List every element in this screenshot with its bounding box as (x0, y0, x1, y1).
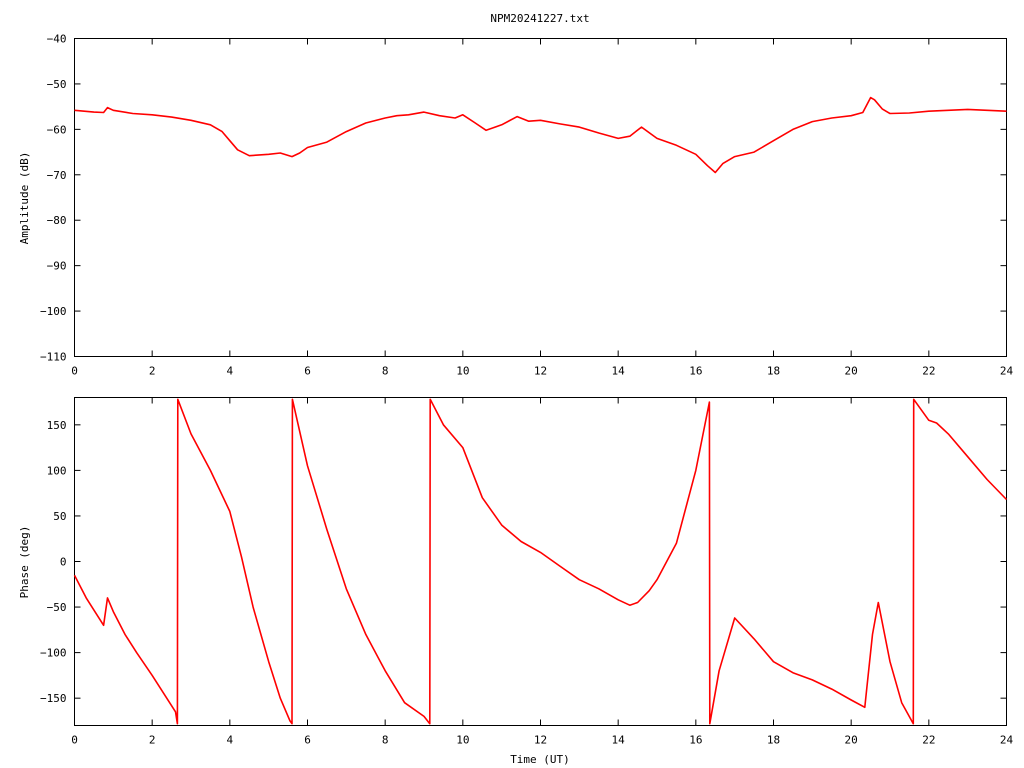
phase-x-tick-label: 22 (922, 734, 935, 747)
chart-title: NPM20241227.txt (490, 12, 589, 25)
amplitude-y-tick-label: −90 (47, 260, 67, 273)
phase-x-tick-label: 10 (456, 734, 469, 747)
amplitude-x-tick-label: 10 (456, 365, 469, 378)
amplitude-y-tick-label: −40 (47, 33, 67, 46)
amplitude-y-tick-label: −50 (47, 78, 67, 91)
amplitude-series-line (74, 96, 1007, 174)
phase-x-tick-label: 24 (1000, 734, 1014, 747)
amplitude-plot-frame (74, 38, 1007, 357)
phase-y-tick-label: 150 (47, 419, 67, 432)
phase-x-tick-label: 12 (534, 734, 547, 747)
phase-x-axis-label: Time (UT) (510, 753, 570, 766)
amplitude-x-tick-label: 6 (304, 365, 311, 378)
phase-y-tick-label: 50 (53, 510, 66, 523)
amplitude-x-tick-label: 0 (71, 365, 78, 378)
amplitude-panel: Amplitude (dB) 0 2 4 6 8 10 12 14 16 18 20 22 24−110… (18, 33, 1013, 378)
phase-x-tick-label: 14 (612, 734, 626, 747)
phase-series-line (73, 398, 1008, 725)
amplitude-axis-ticks: 0 2 4 6 8 10 12 14 16 18 20 22 24−110−100−90−80−70−6… (40, 33, 1013, 378)
phase-x-tick-label: 6 (304, 734, 311, 747)
amplitude-y-tick-label: −60 (47, 123, 67, 136)
amplitude-x-tick-label: 24 (1000, 365, 1014, 378)
phase-x-tick-label: 20 (845, 734, 858, 747)
amplitude-y-tick-label: −100 (40, 305, 67, 318)
amplitude-x-tick-label: 8 (382, 365, 389, 378)
amplitude-y-tick-label: −80 (47, 214, 67, 227)
phase-panel: Phase (deg) Time (UT) 0 2 4 6 8 10 12 14 16 18 20 2… (18, 397, 1014, 766)
phase-y-axis-label: Phase (deg) (18, 526, 31, 599)
amplitude-x-tick-label: 20 (845, 365, 858, 378)
phase-x-tick-label: 16 (689, 734, 702, 747)
amplitude-x-tick-label: 22 (922, 365, 935, 378)
amplitude-x-tick-label: 2 (149, 365, 156, 378)
phase-y-tick-label: −100 (40, 647, 67, 660)
phase-axis-ticks: 0 2 4 6 8 10 12 14 16 18 20 22 24−150−100−5005010015… (40, 397, 1014, 747)
amplitude-x-tick-label: 14 (612, 365, 626, 378)
amplitude-y-tick-label: −70 (47, 169, 67, 182)
amplitude-x-tick-label: 12 (534, 365, 547, 378)
phase-y-tick-label: −50 (47, 601, 67, 614)
phase-y-tick-label: 0 (60, 556, 67, 569)
phase-plot-frame (74, 397, 1007, 726)
phase-x-tick-label: 18 (767, 734, 780, 747)
phase-x-tick-label: 8 (382, 734, 389, 747)
phase-x-tick-label: 4 (227, 734, 234, 747)
phase-y-tick-label: −150 (40, 692, 67, 705)
phase-y-tick-label: 100 (47, 464, 67, 477)
amplitude-x-tick-label: 4 (227, 365, 234, 378)
amplitude-x-tick-label: 18 (767, 365, 780, 378)
amplitude-y-axis-label: Amplitude (dB) (18, 152, 31, 245)
amplitude-y-tick-label: −110 (40, 351, 67, 364)
amplitude-x-tick-label: 16 (689, 365, 702, 378)
phase-x-tick-label: 2 (149, 734, 156, 747)
phase-x-tick-label: 0 (71, 734, 78, 747)
